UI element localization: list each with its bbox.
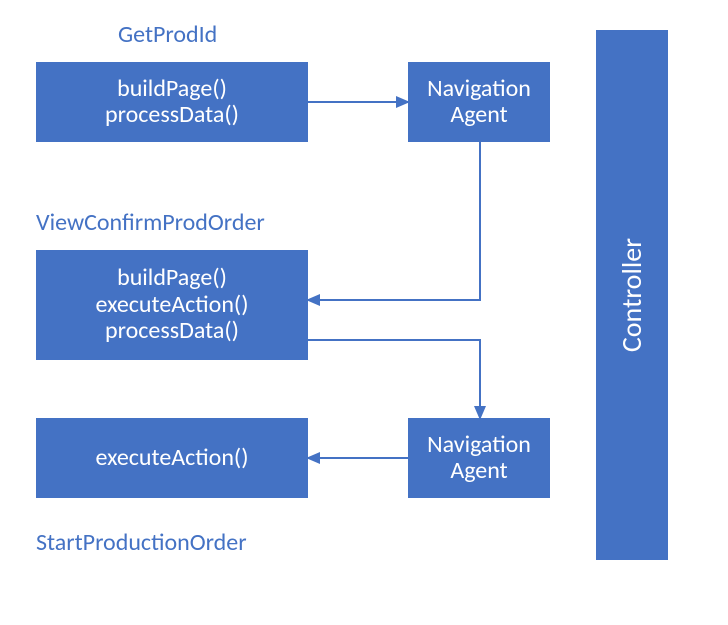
nav1-line1: Navigation — [427, 76, 531, 102]
controller-label: Controller — [617, 238, 648, 352]
box3-line1: executeAction() — [96, 445, 249, 471]
label-view-confirm-prod-order: ViewConfirmProdOrder — [36, 208, 265, 237]
nav2-line2: Agent — [450, 458, 507, 484]
view-confirm-prod-order-box: buildPage() executeAction() processData(… — [36, 250, 308, 360]
box1-line1: buildPage() — [117, 76, 227, 102]
navigation-agent-1-box: Navigation Agent — [408, 62, 550, 142]
label-start-production-order: StartProductionOrder — [36, 528, 247, 557]
nav2-line1: Navigation — [427, 432, 531, 458]
edge-box2-to-nav2 — [308, 340, 480, 418]
box2-line2: executeAction() — [96, 292, 249, 318]
box1-line2: processData() — [105, 102, 239, 128]
diagram-canvas: GetProdId ViewConfirmProdOrder StartProd… — [0, 0, 728, 625]
start-production-order-box: executeAction() — [36, 418, 308, 498]
get-prod-id-box: buildPage() processData() — [36, 62, 308, 142]
label-get-prod-id: GetProdId — [118, 20, 217, 49]
nav1-line2: Agent — [450, 102, 507, 128]
controller-box: Controller — [596, 30, 668, 560]
edge-nav1-to-box2 — [308, 142, 480, 300]
box2-line1: buildPage() — [117, 265, 227, 291]
box2-line3: processData() — [105, 318, 239, 344]
navigation-agent-2-box: Navigation Agent — [408, 418, 550, 498]
